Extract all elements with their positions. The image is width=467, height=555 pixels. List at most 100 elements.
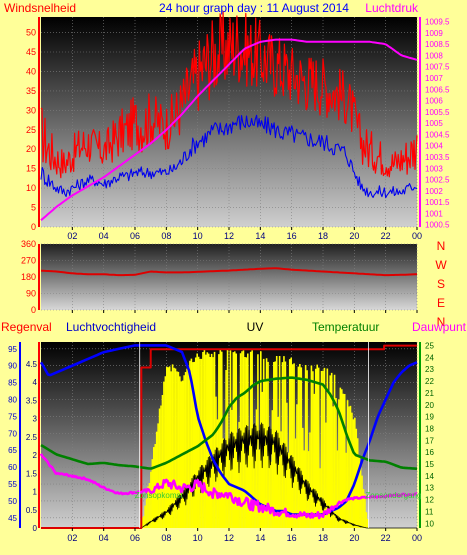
temperature-tick-label: 22 — [425, 377, 434, 386]
pressure-tick-label: 1007 — [425, 74, 443, 83]
x-tick-label: 22 — [381, 231, 391, 241]
humidity-tick-label: 65 — [8, 446, 17, 455]
humidity-tick-label: 60 — [8, 463, 17, 472]
wind-speed-axis: 0 5 10 15 20 25 30 35 40 45 50 — [26, 17, 40, 232]
pressure-tick-label: 1009 — [425, 29, 443, 38]
series-line-dewpoint — [39, 453, 418, 520]
pressure-tick-label: 1002 — [425, 187, 443, 196]
rain-tick-label: 2 — [33, 451, 38, 460]
sun-annotations: Zonsopkomst Zonsondergang — [135, 342, 421, 528]
sunrise-label: Zonsopkomst — [135, 491, 184, 500]
x-tick-label: 18 — [318, 533, 328, 543]
rain-label: Regenval — [1, 320, 52, 334]
series-line-rain — [41, 344, 417, 529]
pressure-tick-label: 1009.5 — [425, 18, 450, 27]
rain-axis: 0 0.5 1 1.5 2 2.5 3 3.5 4 4.5 — [26, 342, 40, 533]
rain-tick-label: 1.5 — [26, 469, 38, 478]
x-tick-label: 04 — [99, 533, 109, 543]
pressure-tick-label: 1005 — [425, 119, 443, 128]
wind-direction-tick-label: 180 — [21, 272, 36, 282]
wind-direction-axis: 0 90 180 270 360 — [21, 239, 40, 315]
x-tick-label: 08 — [161, 533, 171, 543]
rain-tick-label: 3.5 — [26, 396, 38, 405]
wind-speed-tick-label: 5 — [31, 203, 36, 213]
sunset-label: Zonsondergang — [365, 491, 421, 500]
wind-speed-tick-label: 40 — [26, 66, 36, 76]
humidity-tick-label: 55 — [8, 480, 17, 489]
x-tick-label: 02 — [67, 231, 77, 241]
pressure-tick-label: 1004 — [425, 142, 443, 151]
temperature-tick-label: 19 — [425, 413, 434, 422]
compass-letter: W — [435, 258, 447, 272]
x-tick-label: 12 — [224, 533, 234, 543]
x-tick-label: 10 — [193, 533, 203, 543]
pressure-tick-label: 1005.5 — [425, 108, 450, 117]
temperature-tick-label: 16 — [425, 448, 434, 457]
wind-speed-tick-label: 25 — [26, 125, 36, 135]
x-tick-label: 00 — [412, 533, 422, 543]
series-line-wind-direction — [40, 267, 417, 277]
wind-direction-tick-label: 270 — [21, 256, 36, 266]
temperature-tick-label: 15 — [425, 460, 434, 469]
pressure-tick-label: 1007.5 — [425, 63, 450, 72]
x-tick-label: 16 — [287, 533, 297, 543]
rain-tick-label: 3 — [33, 415, 38, 424]
temperature-label: Temperatuur — [312, 320, 379, 334]
rain-tick-label: 0 — [33, 524, 38, 533]
pressure-tick-label: 1003 — [425, 164, 443, 173]
compass-letter: E — [437, 296, 445, 310]
rain-tick-label: 2.5 — [26, 433, 38, 442]
temperature-tick-label: 18 — [425, 424, 434, 433]
x-tick-label: 08 — [161, 231, 171, 241]
temperature-tick-label: 11 — [425, 507, 434, 516]
compass-letter: N — [437, 239, 446, 253]
compass-letter: S — [437, 277, 445, 291]
x-tick-label: 20 — [349, 533, 359, 543]
humidity-uv-temp-panel: 45 50 55 60 65 70 75 80 85 90 95 0 0.5 1 1.5 2 2.5 3 3.5 4… — [1, 320, 467, 543]
temperature-tick-label: 24 — [425, 353, 434, 362]
temperature-tick-label: 12 — [425, 496, 434, 505]
dewpoint-label: Dauwpunt — [412, 320, 467, 334]
x-tick-label: 22 — [381, 533, 391, 543]
x-tick-label: 10 — [193, 231, 203, 241]
wind-speed-tick-label: 30 — [26, 105, 36, 115]
wind-pressure-x-axis: 02 04 06 08 10 12 14 16 18 20 22 00 — [67, 227, 422, 241]
wind-pressure-series — [40, 10, 418, 221]
humidity-tick-label: 45 — [8, 514, 17, 523]
page-title: 24 hour graph day : 11 August 2014 — [159, 1, 349, 15]
humidity-tick-label: 50 — [8, 497, 17, 506]
humidity-tick-label: 95 — [8, 345, 17, 354]
pressure-tick-label: 1001 — [425, 209, 443, 218]
wind-direction-series — [40, 267, 417, 277]
temperature-tick-label: 17 — [425, 436, 434, 445]
x-tick-label: 14 — [255, 533, 265, 543]
temperature-tick-label: 20 — [425, 401, 434, 410]
pressure-tick-label: 1008.5 — [425, 40, 450, 49]
pressure-tick-label: 1003.5 — [425, 153, 450, 162]
humidity-tick-label: 70 — [8, 429, 17, 438]
wind-direction-tick-label: 0 — [31, 305, 36, 315]
series-line-wind-average — [40, 114, 418, 199]
pressure-axis: 1000.5 1001 1001.5 1002 1002.5 1003 1003.5 1004… — [419, 17, 450, 230]
x-tick-label: 18 — [318, 231, 328, 241]
wind-direction-tick-label: 90 — [26, 289, 36, 299]
wind-speed-tick-label: 10 — [26, 183, 36, 193]
wind-direction-tick-label: 360 — [21, 239, 36, 249]
pressure-tick-label: 1008 — [425, 51, 443, 60]
humidity-x-axis: 02 04 06 08 10 12 14 16 18 20 22 00 — [67, 528, 422, 543]
wind-speed-tick-label: 45 — [26, 47, 36, 57]
temperature-tick-label: 10 — [425, 519, 434, 528]
pressure-tick-label: 1002.5 — [425, 176, 450, 185]
humidity-axis: 45 50 55 60 65 70 75 80 85 90 95 — [8, 342, 21, 528]
rain-tick-label: 1 — [33, 488, 38, 497]
series-line-pressure — [40, 38, 418, 221]
x-tick-label: 06 — [130, 231, 140, 241]
series-line-temperature — [40, 376, 418, 471]
humidity-tick-label: 80 — [8, 395, 17, 404]
pressure-tick-label: 1004.5 — [425, 130, 450, 139]
pressure-tick-label: 1000.5 — [425, 221, 450, 230]
x-tick-label: 00 — [412, 231, 422, 241]
